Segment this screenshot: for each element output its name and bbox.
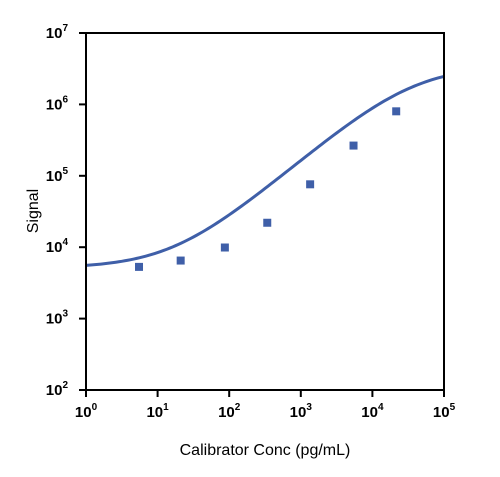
- data-point-marker: [220, 243, 229, 252]
- data-point-marker: [392, 107, 401, 116]
- data-points-layer: [135, 107, 401, 271]
- x-axis-ticks: 100 101 102 103 104 105: [75, 390, 456, 421]
- x-tick-label: 105: [433, 402, 456, 421]
- plot-frame: [85, 32, 445, 391]
- x-axis-title: Calibrator Conc (pg/mL): [180, 442, 351, 459]
- y-axis-title: Signal: [25, 189, 42, 233]
- y-tick-label: 103: [46, 309, 69, 328]
- x-tick-label: 103: [290, 402, 313, 421]
- data-point-marker: [263, 218, 272, 227]
- x-tick-label: 104: [361, 402, 384, 421]
- data-point-marker: [306, 180, 315, 189]
- y-tick-label: 102: [46, 380, 69, 399]
- y-tick-label: 105: [46, 166, 69, 185]
- data-point-marker: [176, 256, 185, 265]
- y-axis-ticks: 102 103 104 105 106 107: [46, 23, 86, 399]
- y-tick-label: 106: [46, 94, 69, 113]
- x-tick-label: 101: [146, 402, 169, 421]
- fit-curve-layer: [85, 74, 445, 267]
- data-point-marker: [135, 262, 144, 271]
- x-tick-label: 102: [218, 402, 241, 421]
- fit-curve-line: [85, 74, 445, 267]
- y-tick-label: 104: [46, 237, 69, 256]
- y-tick-label: 107: [46, 23, 69, 42]
- x-tick-label: 100: [75, 402, 98, 421]
- data-point-marker: [349, 141, 358, 150]
